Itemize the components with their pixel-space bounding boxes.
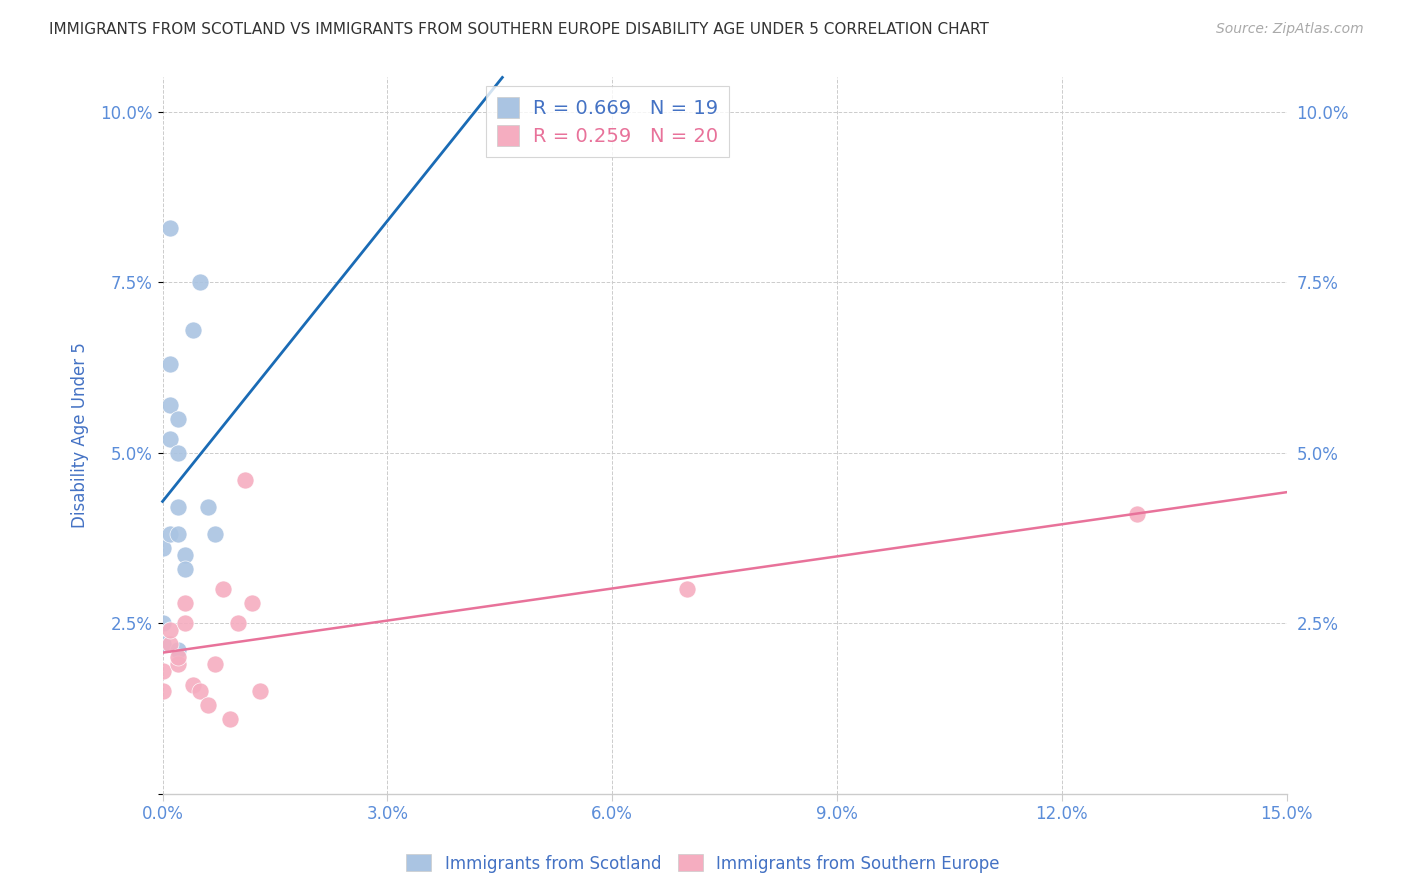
- Point: [188, 684, 211, 698]
- Point: [159, 432, 181, 446]
- Point: [174, 596, 197, 610]
- Point: [159, 398, 181, 412]
- Point: [152, 616, 174, 631]
- Point: [211, 582, 233, 596]
- Point: [188, 275, 211, 289]
- Legend: Immigrants from Scotland, Immigrants from Southern Europe: Immigrants from Scotland, Immigrants fro…: [399, 847, 1007, 880]
- Point: [181, 677, 204, 691]
- Point: [166, 643, 188, 657]
- Point: [204, 657, 226, 671]
- Point: [159, 527, 181, 541]
- Point: [197, 500, 219, 515]
- Point: [219, 712, 242, 726]
- Point: [166, 411, 188, 425]
- Point: [249, 684, 271, 698]
- Point: [174, 548, 197, 562]
- Point: [152, 541, 174, 555]
- Text: IMMIGRANTS FROM SCOTLAND VS IMMIGRANTS FROM SOUTHERN EUROPE DISABILITY AGE UNDER: IMMIGRANTS FROM SCOTLAND VS IMMIGRANTS F…: [49, 22, 988, 37]
- Point: [166, 445, 188, 459]
- Point: [204, 527, 226, 541]
- Point: [152, 637, 174, 651]
- Point: [676, 582, 699, 596]
- Y-axis label: Disability Age Under 5: Disability Age Under 5: [72, 343, 89, 528]
- Point: [166, 500, 188, 515]
- Point: [166, 527, 188, 541]
- Point: [181, 323, 204, 337]
- Point: [174, 561, 197, 575]
- Point: [233, 473, 256, 487]
- Point: [152, 664, 174, 678]
- Legend: R = 0.669   N = 19, R = 0.259   N = 20: R = 0.669 N = 19, R = 0.259 N = 20: [486, 87, 730, 157]
- Point: [152, 684, 174, 698]
- Point: [159, 623, 181, 637]
- Point: [242, 596, 264, 610]
- Point: [166, 657, 188, 671]
- Point: [1125, 507, 1147, 521]
- Point: [174, 616, 197, 631]
- Point: [197, 698, 219, 712]
- Text: Source: ZipAtlas.com: Source: ZipAtlas.com: [1216, 22, 1364, 37]
- Point: [159, 357, 181, 371]
- Point: [159, 220, 181, 235]
- Point: [159, 637, 181, 651]
- Point: [166, 650, 188, 665]
- Point: [226, 616, 249, 631]
